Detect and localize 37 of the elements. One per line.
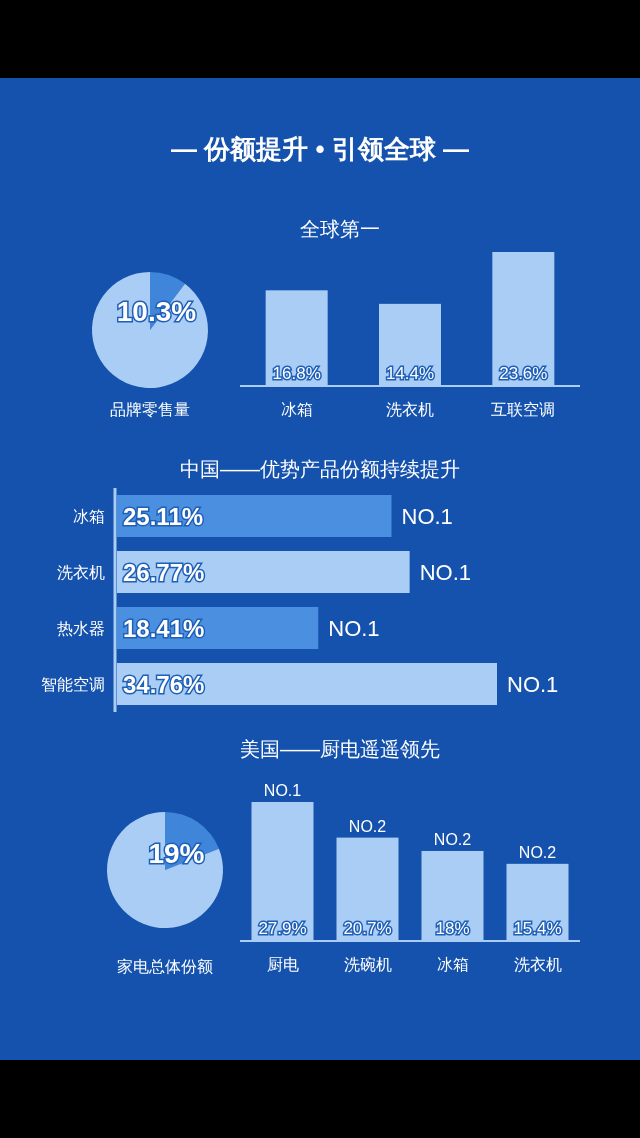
y-tick-label: 冰箱	[73, 508, 105, 525]
annotation: NO.1	[401, 504, 453, 529]
x-tick-label: 厨电	[266, 956, 299, 973]
x-tick-label: 冰箱	[280, 401, 313, 418]
data-label: 25.11%	[123, 503, 204, 530]
data-label: 26.77%	[123, 559, 205, 586]
text: 品牌零售量	[110, 401, 190, 418]
annotation: NO.1	[419, 560, 472, 585]
x-tick-label: 洗衣机	[513, 956, 562, 973]
data-label: 18%	[435, 919, 470, 938]
annotation: NO.2	[518, 843, 557, 861]
chart-title: 美国——厨电遥遥领先	[240, 738, 440, 760]
data-label: 14.4%	[385, 364, 435, 383]
annotation: NO.1	[507, 672, 559, 697]
y-tick-label: 洗衣机	[57, 564, 105, 581]
text: — 份额提升 • 引领全球 —	[171, 134, 469, 164]
annotation: NO.1	[263, 782, 302, 799]
chart-title: 全球第一	[300, 218, 380, 240]
text: 家电总体份额	[117, 958, 213, 975]
data-label: 16.8%	[272, 364, 321, 383]
data-label: 27.9%	[258, 919, 307, 938]
data-label: 18.41%	[123, 615, 205, 642]
annotation: NO.1	[328, 616, 380, 641]
x-tick-label: 洗碗机	[343, 956, 392, 973]
y-tick-label: 智能空调	[41, 676, 105, 693]
annotation: NO.2	[433, 830, 472, 848]
x-tick-label: 互联空调	[491, 401, 556, 418]
x-tick-label: 冰箱	[436, 956, 469, 973]
data-label: 15.4%	[513, 919, 562, 938]
annotation: NO.2	[348, 817, 387, 835]
data-label: 23.6%	[499, 364, 548, 383]
y-tick-label: 热水器	[57, 620, 105, 637]
pie-slice	[107, 812, 223, 928]
data-label: 34.76%	[123, 671, 205, 698]
x-tick-label: 洗衣机	[386, 401, 434, 418]
chart-title: 中国——优势产品份额持续提升	[180, 458, 460, 480]
data-label: 20.7%	[343, 919, 392, 938]
